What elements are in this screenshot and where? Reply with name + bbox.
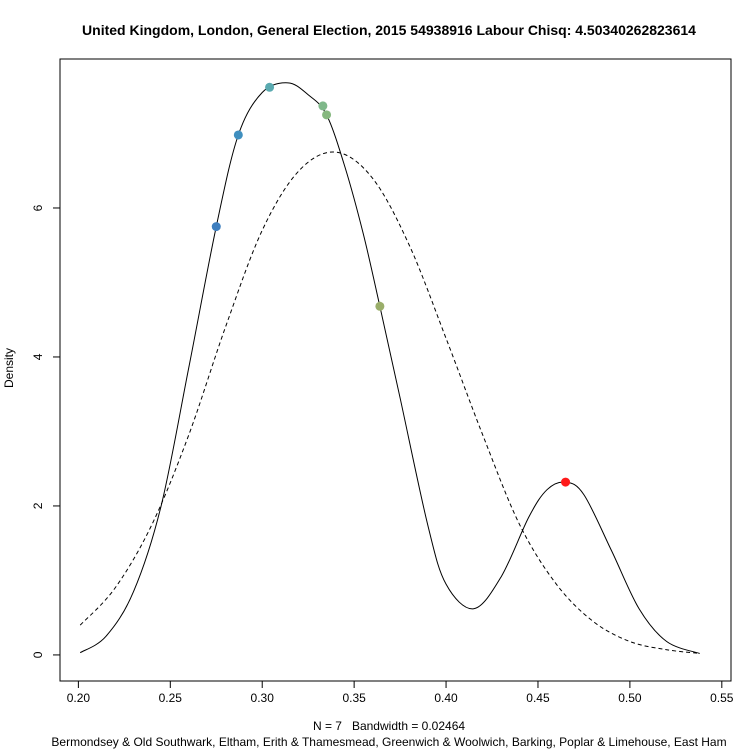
data-point [233, 130, 243, 140]
data-point [375, 301, 385, 311]
y-tick-label: 6 [31, 204, 45, 211]
chart-subtitle: Bermondsey & Old Southwark, Eltham, Erit… [51, 735, 726, 749]
data-point [322, 110, 332, 120]
data-point [265, 82, 275, 92]
x-tick-label: 0.30 [251, 691, 275, 705]
y-tick-label: 4 [31, 353, 45, 360]
data-point [318, 101, 328, 111]
plot-frame [59, 58, 732, 682]
curves-group [79, 82, 700, 654]
x-tick-label: 0.50 [618, 691, 642, 705]
x-tick-label: 0.25 [159, 691, 183, 705]
y-axis-label: Density [2, 348, 16, 388]
y-tick-label: 0 [31, 651, 45, 658]
chart-title: United Kingdom, London, General Election… [82, 22, 696, 38]
x-axis-label: N = 7 Bandwidth = 0.02464 [313, 719, 465, 733]
y-tick-label: 2 [31, 502, 45, 509]
x-tick-label: 0.40 [434, 691, 458, 705]
points-group [211, 82, 571, 487]
normal-density-curve [79, 151, 700, 654]
data-point [211, 222, 221, 232]
x-tick-label: 0.35 [342, 691, 366, 705]
x-tick-label: 0.45 [526, 691, 550, 705]
x-axis: 0.20 0.25 0.30 0.35 0.40 0.45 0.50 0.55 [67, 680, 734, 705]
y-axis: 0 2 4 6 [31, 204, 61, 658]
data-point [561, 477, 571, 487]
kernel-density-curve [79, 82, 700, 654]
x-tick-label: 0.55 [710, 691, 734, 705]
x-tick-label: 0.20 [67, 691, 91, 705]
